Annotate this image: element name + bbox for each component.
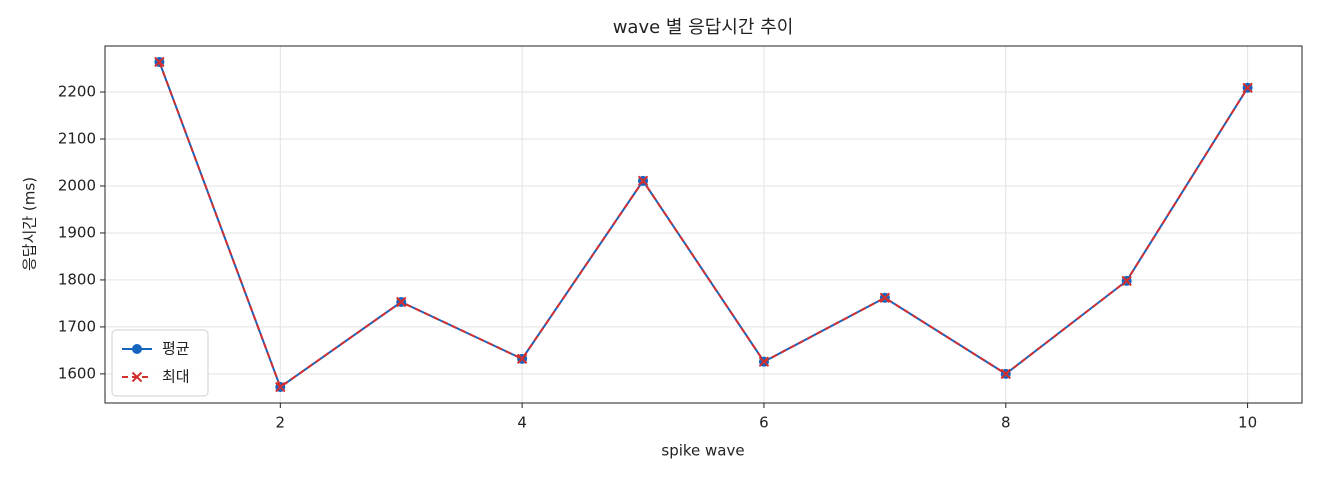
y-axis-label: 응답시간 (ms)	[21, 177, 39, 271]
point	[879, 292, 891, 303]
y-tick-label: 2200	[58, 83, 96, 101]
point	[637, 175, 649, 187]
x-tick-label: 6	[759, 414, 769, 432]
x-tick-label: 8	[1001, 414, 1011, 432]
legend-marker	[131, 371, 143, 383]
y-tick-label: 1800	[58, 270, 96, 288]
y-tick-label: 2100	[58, 130, 96, 148]
chart-title: wave 별 응답시간 추이	[613, 17, 794, 38]
point	[758, 356, 770, 367]
y-tick-label: 2000	[58, 176, 96, 194]
point	[516, 353, 528, 365]
plot-frame	[104, 45, 1303, 404]
legend-box	[111, 329, 209, 397]
point	[275, 381, 286, 393]
point	[154, 56, 165, 68]
point	[396, 296, 407, 308]
legend-label: 최대	[162, 368, 190, 386]
series-line	[158, 61, 1249, 389]
y-tick-label: 1600	[58, 364, 96, 382]
x-axis-label: spike wave	[661, 442, 744, 460]
point	[1000, 368, 1011, 380]
point	[1121, 275, 1132, 287]
series-line	[158, 61, 1249, 389]
point	[1242, 82, 1253, 94]
x-tick-label: 2	[276, 414, 286, 432]
x-tick-label: 10	[1238, 414, 1257, 432]
y-tick-label: 1900	[58, 223, 96, 241]
legend-label: 평균	[162, 340, 190, 358]
legend-marker	[132, 344, 142, 354]
x-tick-label: 4	[517, 414, 527, 432]
y-tick-label: 1700	[58, 317, 96, 335]
